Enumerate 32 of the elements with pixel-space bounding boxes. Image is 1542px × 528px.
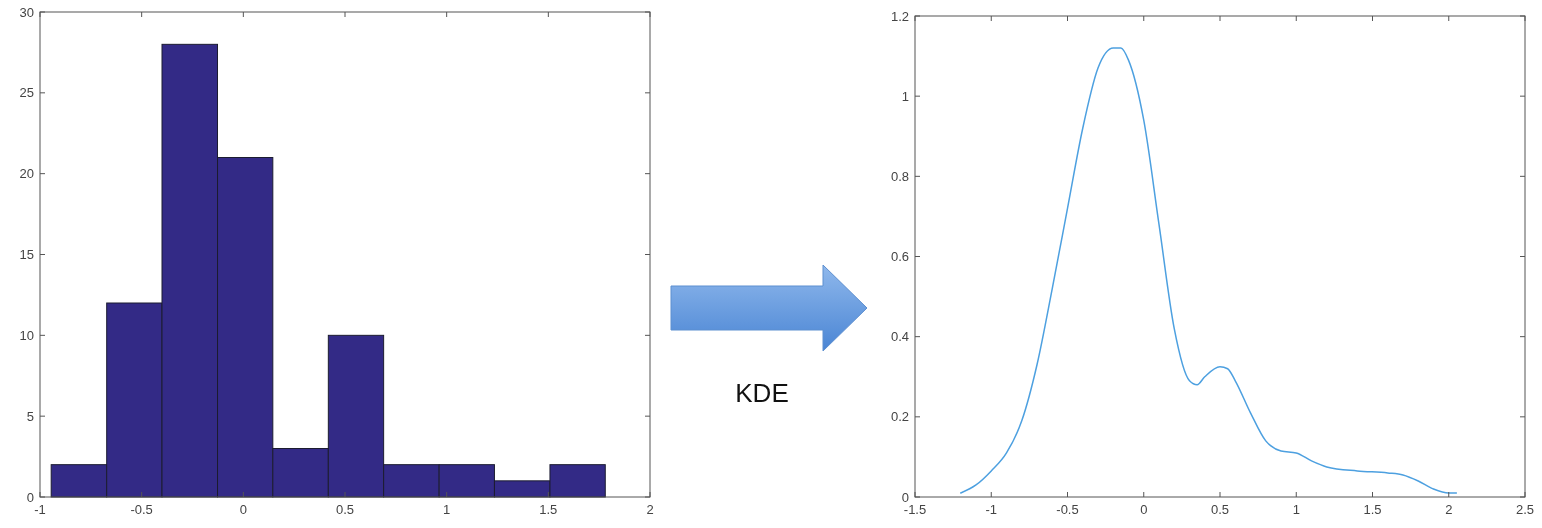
x-tick-label: 1: [443, 502, 451, 517]
y-tick-label: 30: [19, 4, 34, 20]
y-tick-label: 0: [26, 489, 34, 505]
y-tick-label: 0.4: [890, 329, 909, 345]
x-tick-label: 1: [1292, 502, 1300, 517]
x-tick-label: 2: [1445, 502, 1453, 517]
line-series: [960, 47, 1458, 494]
x-tick-label: -0.5: [130, 502, 153, 517]
y-tick-label: 25: [19, 85, 34, 101]
text: KDE: [735, 378, 789, 408]
x-tick-label: -1: [985, 502, 998, 517]
y-tick-label: 0.2: [890, 409, 909, 425]
x-tick-label: 1.5: [1363, 502, 1382, 517]
x-tick-label: -1.5: [903, 502, 927, 517]
x-tick-label: 2: [646, 502, 654, 517]
y-tick-label: 10: [19, 327, 34, 343]
x-tick-label: 0: [239, 502, 247, 517]
y-tick-label: 15: [19, 247, 34, 262]
y-tick-label: 0.8: [890, 168, 909, 184]
y-tick-label: 20: [19, 166, 34, 182]
x-tick-label: -1: [34, 502, 46, 517]
y-tick-label: 5: [26, 408, 34, 424]
x-tick-label: 2.5: [1515, 502, 1535, 517]
y-tick-label: 0: [901, 489, 909, 505]
y-tick-label: 0.6: [890, 249, 909, 264]
x-tick-label: -0.5: [1056, 502, 1079, 517]
x-tick-label: 0: [1140, 502, 1148, 517]
y-tick-label: 1.2: [890, 8, 909, 24]
x-tick-label: 1.5: [539, 502, 558, 517]
x-tick-label: 0.5: [335, 502, 355, 517]
x-tick-label: 0.5: [1210, 502, 1230, 517]
y-tick-label: 1: [901, 88, 909, 104]
